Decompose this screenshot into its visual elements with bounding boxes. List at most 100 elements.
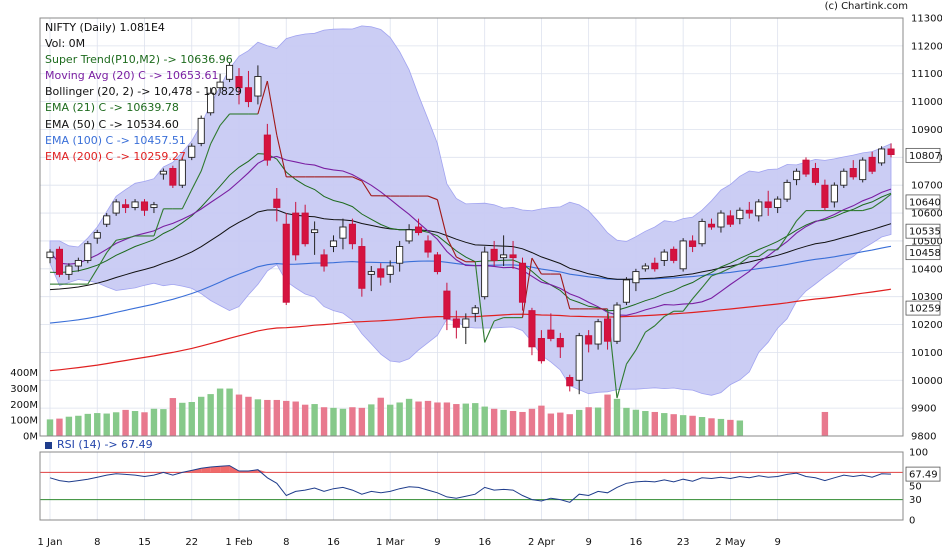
volume-bar <box>358 407 366 436</box>
volume-bar <box>538 405 545 436</box>
price-tag-label: 10458 <box>909 248 941 259</box>
volume-bar <box>273 399 280 436</box>
candle <box>292 201 300 261</box>
candle <box>348 218 356 250</box>
volume-bar <box>320 407 328 436</box>
candle <box>216 73 224 94</box>
supertrend-segment <box>276 134 287 177</box>
volume-bar <box>311 404 318 436</box>
price-tick-label: 10400 <box>911 264 942 275</box>
supertrend-segment <box>456 256 467 263</box>
rsi-value-tag-box <box>905 466 941 482</box>
date-label: 8 <box>283 537 289 548</box>
volume-bar <box>349 407 356 436</box>
date-label: 23 <box>677 537 690 548</box>
supertrend-segment <box>862 207 873 212</box>
candle <box>405 224 413 244</box>
rsi-overbought-fill <box>210 466 221 473</box>
candle <box>424 235 432 258</box>
legend-bollinger: Bollinger (20, 2) -> 10,478 - 10,829 <box>45 85 242 99</box>
supertrend-segment <box>219 113 230 126</box>
candle <box>93 229 101 244</box>
candle <box>74 257 82 272</box>
volume-bar <box>623 407 630 436</box>
price-panel-frame <box>39 17 904 437</box>
candle-body <box>528 310 536 348</box>
volume-bar <box>604 394 611 436</box>
candle-body <box>216 81 224 89</box>
candle <box>622 277 630 306</box>
candle-body <box>103 215 111 225</box>
supertrend-segment <box>210 125 221 145</box>
volume-bar <box>103 413 110 436</box>
supertrend-segment <box>361 180 372 197</box>
candle <box>528 307 536 356</box>
candle-body <box>452 318 460 328</box>
candle <box>481 246 489 300</box>
price-tag-label: 10640 <box>909 197 941 208</box>
date-label: 9 <box>774 537 780 548</box>
candle <box>235 68 243 105</box>
rsi-legend: RSI (14) -> 67.49 <box>45 438 153 451</box>
candle <box>632 268 640 292</box>
bollinger-fill <box>49 25 892 396</box>
supertrend-segment <box>436 199 448 238</box>
candle-body <box>169 168 177 186</box>
candle <box>556 332 564 358</box>
candle-body <box>358 246 366 289</box>
rsi-overbought-fill <box>220 465 230 473</box>
candle-body <box>65 265 73 275</box>
candle-body <box>594 321 602 345</box>
candle <box>329 235 338 253</box>
volume-bar <box>443 402 451 436</box>
date-label: 8 <box>94 537 100 548</box>
volume-bar <box>651 411 658 436</box>
candle-body <box>660 251 668 261</box>
legend-moving-avg: Moving Avg (20) C -> 10653.61 <box>45 69 219 83</box>
candle-body <box>424 240 432 253</box>
price-tag: 10640 <box>905 194 941 210</box>
symbol-title: NIFTY (Daily) 1.081E4 <box>45 21 165 34</box>
candle-body <box>547 329 555 339</box>
candle <box>717 210 725 233</box>
candle <box>774 196 782 214</box>
supertrend-segment <box>125 235 136 239</box>
candle-body <box>613 304 621 342</box>
candle <box>273 187 281 222</box>
rsi-tick-label: 0 <box>909 516 915 527</box>
candle <box>679 238 687 272</box>
volume-bars <box>46 388 829 436</box>
axes: 1130011200111001100010900108001070010600… <box>10 14 942 549</box>
supertrend-segment <box>87 268 98 285</box>
candle <box>689 235 697 253</box>
supertrend-segment <box>711 272 722 277</box>
candle-body <box>471 307 479 314</box>
price-tag: 10535 <box>905 223 941 239</box>
candle <box>178 157 186 188</box>
volume-bar <box>84 413 91 436</box>
price-tick-label: 10200 <box>911 320 942 331</box>
date-label: 1 Jan <box>38 537 63 548</box>
candle-body <box>131 201 139 208</box>
supertrend-segment <box>116 237 126 241</box>
supertrend-segment <box>625 349 637 365</box>
volume-bar <box>519 411 526 436</box>
candle-body <box>396 246 404 264</box>
candle <box>122 199 130 214</box>
candle-body <box>225 64 234 80</box>
candle-body <box>736 209 744 220</box>
volume-bar <box>160 409 167 436</box>
candle-body <box>292 212 300 256</box>
candle-body <box>348 223 356 245</box>
volume-bar <box>547 413 555 436</box>
volume-bar <box>670 414 677 436</box>
volume-bar <box>330 407 337 436</box>
candle-body <box>443 290 451 320</box>
candle <box>471 305 479 322</box>
candle-body <box>490 248 498 261</box>
candle <box>878 146 886 166</box>
supertrend-segment <box>559 273 571 310</box>
candle-body <box>339 226 347 239</box>
volume-tick-label: 100M <box>10 416 38 427</box>
candle <box>462 313 470 345</box>
